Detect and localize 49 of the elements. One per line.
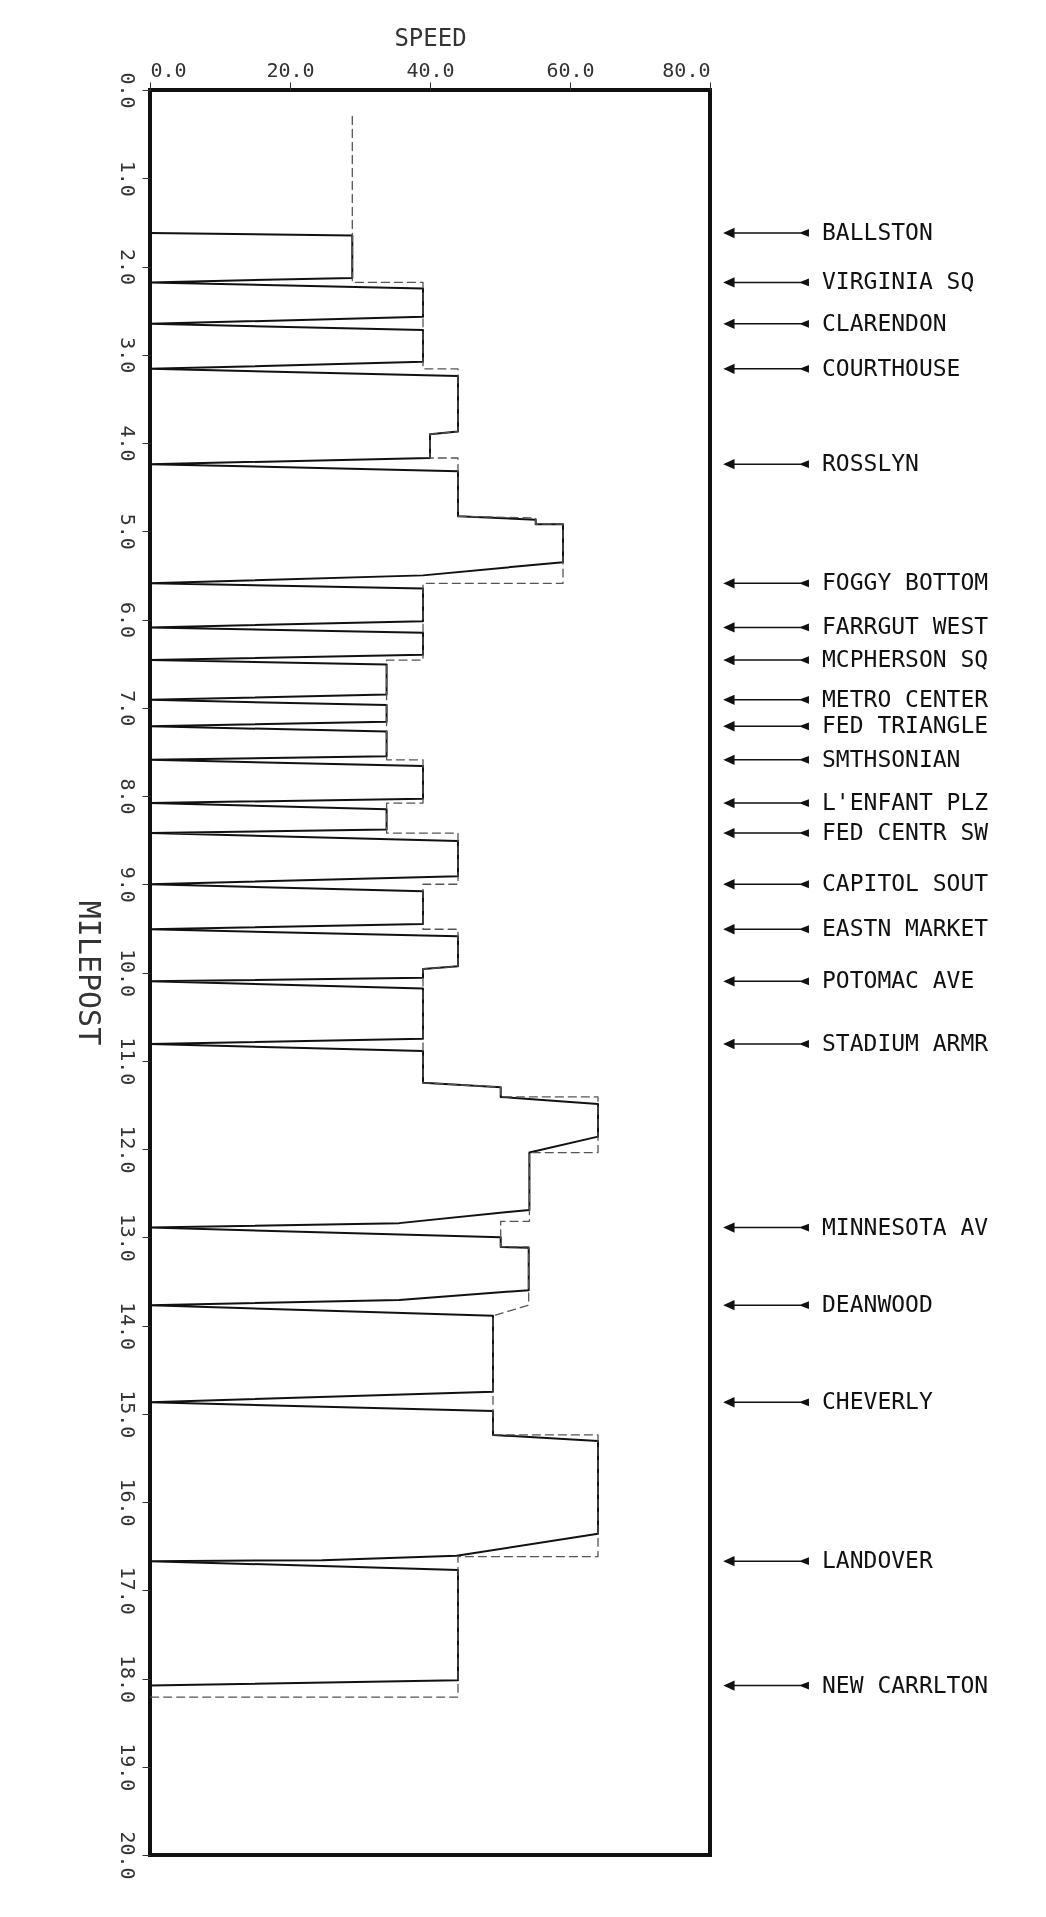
text: METRO CENTER — [822, 685, 989, 712]
text: EASTN MARKET — [822, 915, 989, 942]
y-tick-label: 12.0 — [115, 1125, 140, 1174]
x-tick-label: 60.0 — [546, 57, 595, 82]
text: CHEVERLY — [822, 1388, 933, 1415]
y-tick-label: 4.0 — [115, 425, 140, 462]
y-axis-title: MILEPOST — [71, 900, 107, 1046]
text: CAPITOL SOUT — [822, 870, 989, 897]
text: L'ENFANT PLZ — [822, 789, 989, 816]
text: FARRGUT WEST — [822, 613, 989, 640]
text: BALLSTON — [822, 218, 933, 245]
y-tick-label: 14.0 — [115, 1301, 140, 1351]
y-tick-label: 6.0 — [115, 601, 140, 639]
y-tick-label: 11.0 — [115, 1037, 140, 1086]
y-tick-label: 9.0 — [115, 866, 140, 903]
y-tick-label: 15.0 — [115, 1390, 140, 1439]
y-tick-label: 17.0 — [115, 1566, 140, 1615]
text: STADIUM ARMR — [822, 1029, 989, 1056]
y-tick-label: 19.0 — [115, 1743, 140, 1792]
text: MINNESOTA AV — [822, 1213, 989, 1240]
text: FOGGY BOTTOM — [822, 569, 989, 596]
text: SMTHSONIAN — [822, 745, 961, 772]
y-tick-label: 16.0 — [115, 1478, 140, 1527]
x-tick-label: 20.0 — [266, 57, 315, 82]
text: POTOMAC AVE — [822, 967, 975, 994]
text: DEANWOOD — [822, 1291, 933, 1318]
text: ROSSLYN — [822, 450, 919, 477]
y-tick-label: 20.0 — [115, 1831, 140, 1880]
x-axis-title: SPEED — [394, 23, 467, 52]
text: NEW CARRLTON — [822, 1671, 989, 1698]
text: CLARENDON — [822, 309, 947, 336]
text: MCPHERSON SQ — [822, 646, 989, 673]
x-tick-label: 0.0 — [150, 57, 187, 82]
text: FED CENTR SW — [822, 819, 989, 846]
text: VIRGINIA SQ — [822, 268, 975, 295]
x-tick-label: 40.0 — [406, 57, 455, 82]
y-tick-label: 7.0 — [115, 690, 140, 727]
y-tick-label: 10.0 — [115, 948, 140, 998]
text: COURTHOUSE — [822, 354, 961, 381]
y-tick-label: 5.0 — [115, 513, 140, 550]
text: LANDOVER — [822, 1547, 933, 1574]
x-tick-label: 80.0 — [662, 57, 711, 82]
y-tick-label: 1.0 — [115, 160, 140, 197]
y-tick-label: 13.0 — [115, 1213, 140, 1262]
y-tick-label: 8.0 — [115, 778, 140, 815]
y-tick-label: 3.0 — [115, 337, 140, 374]
y-tick-label: 2.0 — [115, 248, 140, 286]
text: FED TRIANGLE — [822, 712, 989, 739]
y-tick-label: 18.0 — [115, 1654, 140, 1704]
